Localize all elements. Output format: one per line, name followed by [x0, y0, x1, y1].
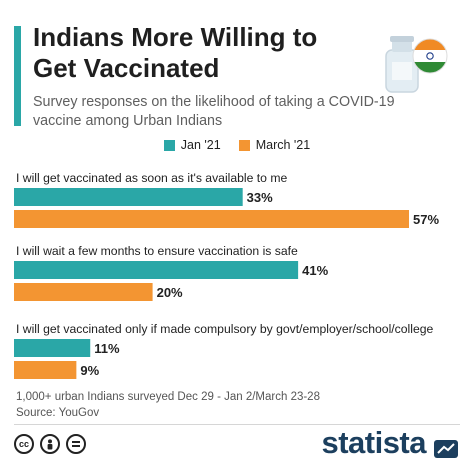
cc-icon[interactable]: cc [14, 434, 34, 454]
category-label: I will wait a few months to ensure vacci… [16, 244, 298, 258]
bar-march [14, 210, 409, 228]
bar-jan [14, 261, 299, 279]
data-label: 11% [94, 341, 120, 356]
india-flag-icon [412, 38, 448, 74]
chart-footnote: 1,000+ urban Indians surveyed Dec 29 - J… [16, 389, 320, 421]
statista-logo-mark [434, 440, 458, 458]
legend-label-jan: Jan '21 [180, 138, 221, 152]
person-icon[interactable] [40, 434, 60, 454]
data-label: 9% [80, 363, 99, 378]
title-accent-bar [14, 26, 21, 126]
bar-jan [14, 339, 91, 357]
legend-item-jan: Jan '21 [163, 138, 221, 152]
category-label: I will get vaccinated as soon as it's av… [16, 171, 287, 185]
survey-note: 1,000+ urban Indians surveyed Dec 29 - J… [16, 391, 320, 403]
legend-swatch-march [238, 139, 250, 151]
legend-label-march: March '21 [255, 138, 311, 152]
footer-divider [14, 424, 460, 425]
legend-item-march: March '21 [238, 138, 311, 152]
category-label: I will get vaccinated only if made compu… [16, 322, 434, 336]
chart-legend: Jan '21 March '21 [0, 138, 474, 152]
bar-march [14, 361, 77, 379]
page-title: Indians More Willing to Get Vaccinated [33, 22, 318, 83]
data-label: 33% [247, 190, 273, 205]
equals-icon[interactable] [66, 434, 86, 454]
page-subtitle: Survey responses on the likelihood of ta… [33, 94, 395, 129]
data-label: 57% [413, 212, 439, 227]
data-label: 20% [157, 285, 183, 300]
source-note: Source: YouGov [16, 407, 100, 419]
license-icons: cc [14, 434, 86, 454]
bar-march [14, 283, 153, 301]
legend-swatch-jan [163, 139, 175, 151]
statista-logo[interactable]: statista [321, 425, 426, 460]
bar-chart: I will get vaccinated as soon as it's av… [14, 171, 439, 379]
data-label: 41% [302, 263, 328, 278]
bar-jan [14, 188, 243, 206]
vaccine-flag-illustration [385, 36, 448, 93]
vaccine-bottle-icon [385, 36, 419, 93]
